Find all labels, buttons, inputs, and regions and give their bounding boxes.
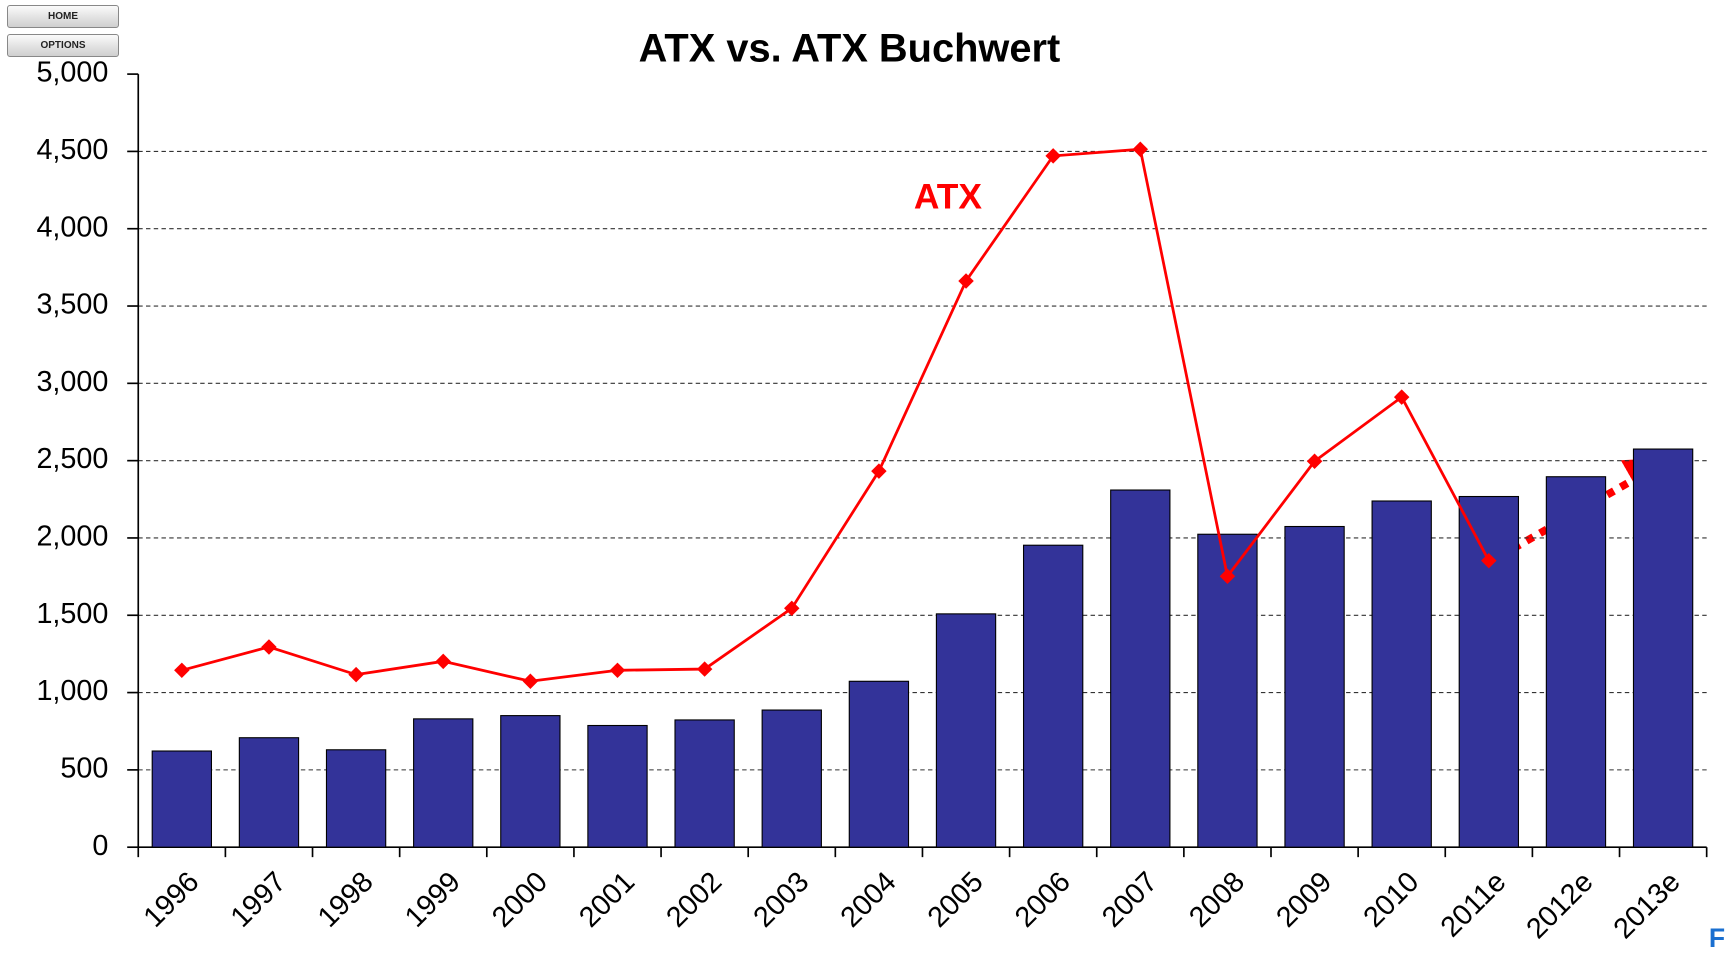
y-tick-label: 3,000 <box>36 366 108 398</box>
x-tick-label: 2013e <box>1608 866 1687 945</box>
options-button[interactable]: OPTIONS <box>7 34 119 57</box>
x-tick-label: 1996 <box>138 866 206 934</box>
y-tick-label: 4,000 <box>36 211 108 243</box>
x-tick-label: 2010 <box>1357 866 1425 934</box>
x-tick-label: 2001 <box>573 866 641 934</box>
bar <box>1632 448 1694 848</box>
x-tick-label: 2006 <box>1009 866 1077 934</box>
point <box>1219 568 1236 585</box>
y-tick-label: 500 <box>60 752 108 784</box>
bar <box>674 719 735 848</box>
point <box>522 673 539 690</box>
x-tick-label: 1997 <box>225 866 293 934</box>
chart-title: ATX vs. ATX Buchwert <box>639 26 1061 70</box>
x-tick-label: 2000 <box>486 866 554 934</box>
y-tick-label: 1,000 <box>36 675 108 707</box>
y-tick-label: 1,500 <box>36 598 108 630</box>
bar <box>935 613 997 848</box>
bar <box>413 718 474 848</box>
point <box>348 666 364 683</box>
x-tick-label: 1998 <box>312 866 380 934</box>
bar <box>1371 500 1432 848</box>
point <box>609 662 626 679</box>
y-tick-label: 5,000 <box>36 57 108 89</box>
bar <box>151 750 213 848</box>
x-tick-label: 1999 <box>399 866 467 934</box>
bar <box>587 724 648 848</box>
x-tick-label: 2008 <box>1183 866 1251 934</box>
point <box>1132 141 1149 157</box>
line <box>181 147 1491 683</box>
y-tick-label: 0 <box>92 830 108 862</box>
series-label: ATX <box>914 177 983 216</box>
point <box>261 639 277 655</box>
bar <box>1545 476 1607 848</box>
x-tick-label: 2011e <box>1435 866 1513 944</box>
x-tick-label: 2002 <box>660 866 728 934</box>
bar <box>1022 544 1084 848</box>
bar <box>1110 489 1171 848</box>
x-tick-label: 2009 <box>1270 866 1338 934</box>
y-tick-label: 2,000 <box>36 521 108 553</box>
bar <box>1458 495 1520 848</box>
y-tick-label: 4,500 <box>36 134 108 166</box>
bar <box>761 709 822 848</box>
x-tick-label: 2007 <box>1096 866 1164 934</box>
footer-logo: F <box>1709 923 1725 953</box>
y-tick-label: 2,500 <box>36 443 108 475</box>
x-tick-label: 2003 <box>747 866 815 934</box>
bar <box>848 680 910 848</box>
point <box>784 600 800 617</box>
x-tick-label: 2004 <box>835 866 903 934</box>
bar <box>1197 533 1258 848</box>
point <box>958 273 974 289</box>
bar <box>500 715 561 848</box>
x-tick-label: 2005 <box>922 866 990 934</box>
x-tick-label: 2012e <box>1520 866 1599 945</box>
bar <box>325 749 387 848</box>
home-button[interactable]: HOME <box>7 5 119 28</box>
y-tick-label: 3,500 <box>36 289 108 321</box>
point <box>435 653 451 670</box>
point <box>1306 453 1323 470</box>
bar <box>238 737 300 848</box>
point <box>871 463 887 479</box>
point <box>174 662 190 679</box>
bar <box>1284 525 1345 848</box>
